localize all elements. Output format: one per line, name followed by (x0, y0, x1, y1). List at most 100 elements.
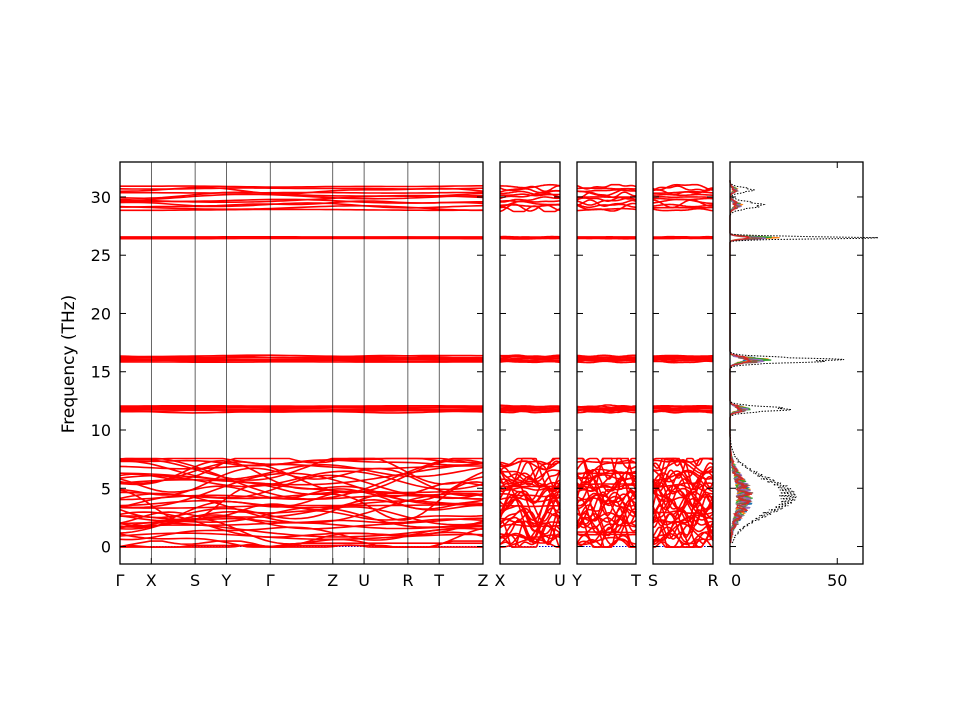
dos-curves (729, 180, 879, 544)
band-line (120, 185, 483, 188)
dos-x-tick-label: 50 (827, 571, 847, 590)
band-line (500, 354, 561, 358)
band-line (119, 460, 484, 480)
band-line (576, 196, 637, 202)
panel-frames (119, 161, 864, 565)
x-tick-label: Γ (116, 571, 125, 590)
band-line (119, 463, 483, 470)
band-line (652, 484, 714, 516)
x-tick-label: R (707, 571, 718, 590)
band-line (576, 199, 637, 208)
band-line (653, 199, 714, 209)
band-line (499, 457, 560, 485)
band-line (576, 189, 636, 193)
band-line (576, 183, 637, 190)
band-line (577, 187, 636, 190)
partial-dos-curve (729, 180, 753, 544)
band-line (652, 459, 714, 474)
band-line (499, 518, 561, 543)
x-tick-label: S (648, 571, 658, 590)
band-line (119, 472, 484, 509)
x-tick-label: S (190, 571, 200, 590)
total-dos-curve (729, 180, 879, 544)
y-tick-label: 5 (101, 479, 111, 498)
band-line (119, 354, 483, 358)
band-line (119, 506, 484, 529)
band-line (119, 193, 484, 202)
band-line (119, 481, 484, 523)
band-line (119, 470, 484, 491)
band-line (499, 205, 561, 213)
band-line (652, 354, 713, 357)
band-line (119, 526, 484, 541)
band-line (119, 191, 484, 200)
band-line (119, 459, 484, 502)
x-tick-label: Z (478, 571, 489, 590)
x-tick-label: R (402, 571, 413, 590)
band-line (652, 498, 714, 539)
y-tick-label: 10 (91, 421, 111, 440)
band-line (499, 457, 560, 467)
x-tick-label: Γ (266, 571, 275, 590)
band-line (652, 478, 714, 516)
y-tick-label: 25 (91, 246, 111, 265)
band-line (120, 208, 484, 212)
band-line (499, 469, 561, 481)
x-tick-label: X (495, 571, 506, 590)
dos-panel-frame (729, 161, 864, 565)
band-line (499, 507, 561, 526)
y-tick-label: 30 (91, 188, 111, 207)
band-line (577, 457, 637, 480)
band-line (499, 461, 561, 488)
panel-frame (499, 161, 561, 565)
band-line (119, 511, 484, 538)
band-line (119, 462, 484, 486)
band-line (652, 520, 714, 548)
y-tick-label: 15 (91, 363, 111, 382)
band-line (576, 460, 637, 465)
y-axis-title: Frequency (THz) (59, 295, 79, 434)
band-line (499, 493, 561, 498)
band-line (576, 459, 637, 479)
band-line (576, 491, 637, 533)
band-line (119, 478, 484, 500)
x-tick-label: X (146, 571, 157, 590)
band-lines (119, 183, 714, 548)
band-line (499, 464, 561, 489)
panel-frame (576, 161, 637, 565)
x-tick-label: T (433, 571, 444, 590)
band-line (576, 354, 636, 358)
band-line (576, 512, 637, 548)
x-tick-label: U (554, 571, 566, 590)
band-line (652, 484, 714, 521)
band-line (576, 203, 636, 209)
band-line (499, 478, 561, 489)
band-line (652, 457, 714, 463)
band-line (652, 473, 714, 509)
band-line (499, 512, 561, 545)
band-line (576, 490, 637, 504)
band-line (577, 207, 637, 212)
band-line (576, 404, 636, 408)
x-tick-label: T (630, 571, 641, 590)
y-tick-label: 20 (91, 304, 111, 323)
x-tick-label: U (358, 571, 370, 590)
band-line (652, 183, 714, 191)
band-line (652, 187, 713, 196)
band-line (652, 482, 714, 498)
x-tick-label: Y (571, 571, 582, 590)
band-line (652, 207, 714, 212)
band-line (577, 484, 637, 489)
band-line (652, 478, 714, 509)
band-line (576, 505, 637, 537)
x-tick-label: Y (221, 571, 232, 590)
dos-x-tick-label: 0 (731, 571, 741, 590)
band-line (120, 457, 484, 466)
band-line (500, 183, 561, 189)
x-tick-label: Z (327, 571, 338, 590)
band-line (499, 522, 561, 548)
band-line (652, 195, 713, 199)
band-line (500, 200, 561, 208)
